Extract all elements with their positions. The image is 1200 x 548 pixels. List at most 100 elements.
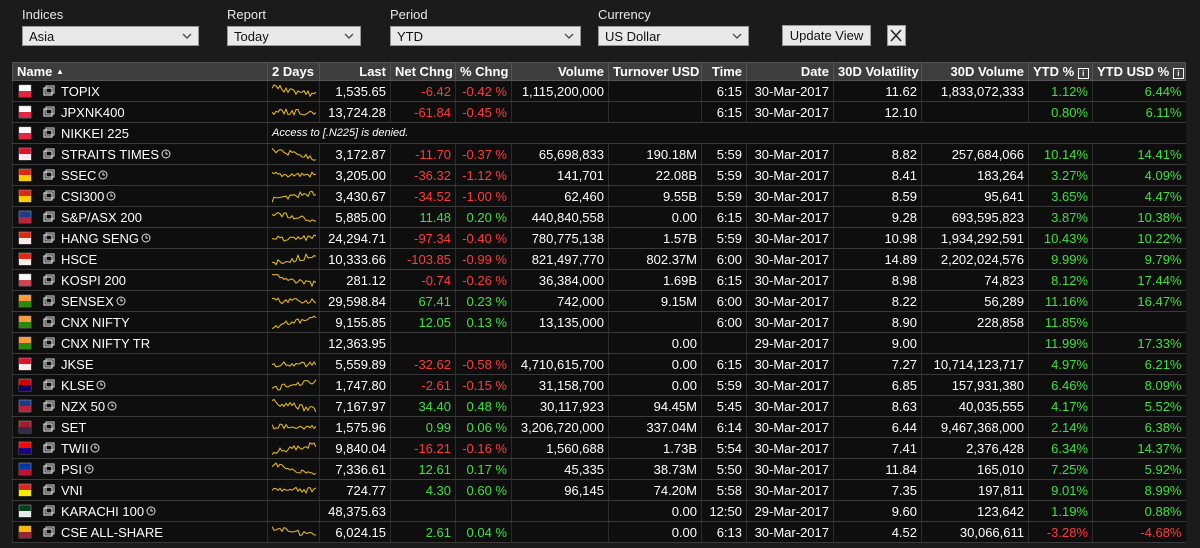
data-cell: 9.99% <box>1028 248 1093 270</box>
clock-hands <box>150 508 154 511</box>
window-icon <box>43 191 53 201</box>
table-row[interactable]: SET 1,575.96 0.99 0.06 % 3,206,720,000 337.04… <box>12 416 1186 438</box>
name-cell: JPXNK400 <box>12 101 268 123</box>
window-icon <box>43 296 53 306</box>
dropdown[interactable]: YTD <box>390 26 581 46</box>
column-header[interactable]: Net Chng <box>390 62 456 81</box>
table-row[interactable]: SENSEX 29,598.84 67.41 0.23 % 742,000 9.15M 6:… <box>12 290 1186 312</box>
column-header[interactable]: Last <box>319 62 391 81</box>
table-row[interactable]: S&P/ASX 200 5,885.00 11.48 0.20 % 440,840,55… <box>12 206 1186 228</box>
sparkline-cell <box>267 101 320 123</box>
index-name: JPXNK400 <box>61 104 125 120</box>
table-row[interactable]: CNX NIFTY 9,155.85 12.05 0.13 % 13,135,000 6:… <box>12 311 1186 333</box>
table-row[interactable]: SSEC 3,205.00 -36.32 -1.12 % 141,701 22.08B 5:… <box>12 164 1186 186</box>
data-cell: 1,934,292,591 <box>921 227 1029 249</box>
data-cell: 6:00 <box>701 290 747 312</box>
column-header[interactable]: YTD USD % i <box>1092 62 1186 81</box>
sparkline <box>271 171 317 178</box>
update-view-button[interactable]: Update View <box>782 25 871 46</box>
window-icon-back <box>45 484 55 492</box>
data-cell: 12:50 <box>701 500 747 522</box>
sparkline-cell <box>267 80 320 102</box>
close-button[interactable] <box>887 25 906 46</box>
column-header[interactable]: Turnover USD <box>608 62 702 81</box>
window-icon <box>43 107 53 117</box>
table-row[interactable]: HANG SENG 24,294.71 -97.34 -0.40 % 780,775,1… <box>12 227 1186 249</box>
table-body: TOPIX 1,535.65 -6.42 -0.42 % 1,115,200,000 6:… <box>12 80 1186 543</box>
table-row[interactable]: STRAITS TIMES 3,172.87 -11.70 -0.37 % 65,698… <box>12 143 1186 165</box>
data-cell: 6:15 <box>701 353 747 375</box>
data-cell: 48,375.63 <box>319 500 391 522</box>
index-name: TOPIX <box>61 83 100 99</box>
table-row[interactable]: PSI 7,336.61 12.61 0.17 % 45,335 38.73M 5:50 30… <box>12 458 1186 480</box>
data-cell <box>390 500 456 522</box>
window-icon-back <box>45 253 55 261</box>
flag-detail <box>19 321 31 328</box>
index-name: CSI300 <box>61 188 105 204</box>
flag-detail <box>19 111 31 118</box>
table-row[interactable]: CNX NIFTY TR 12,363.95 0.00 29-Mar-2017 9.00… <box>12 332 1186 354</box>
data-cell <box>455 332 512 354</box>
dropdown[interactable]: Today <box>227 26 361 46</box>
clock-hands <box>88 466 91 469</box>
table-row[interactable]: HSCE 10,333.66 -103.85 -0.99 % 821,497,770 80… <box>12 248 1186 270</box>
data-cell: 0.04 % <box>455 521 512 543</box>
data-cell: 7.35 <box>833 479 922 501</box>
data-cell: 821,497,770 <box>511 248 609 270</box>
table-row[interactable]: KARACHI 100 48,375.63 0.00 12:50 29-Mar-2017… <box>12 500 1186 522</box>
data-cell: 17.33% <box>1092 332 1186 354</box>
window-icon <box>43 338 53 348</box>
window-icon-back <box>45 379 55 387</box>
table-row[interactable]: TWII 9,840.04 -16.21 -0.16 % 1,560,688 1.73B 5… <box>12 437 1186 459</box>
column-header[interactable]: 30D Volatility <box>833 62 922 81</box>
column-header[interactable]: % Chng <box>455 62 512 81</box>
column-header[interactable]: 2 Days <box>267 62 320 81</box>
row-icons <box>18 525 55 538</box>
data-cell: 8.12% <box>1028 269 1093 291</box>
data-cell <box>921 101 1029 123</box>
data-cell: 281.12 <box>319 269 391 291</box>
column-header[interactable]: Time <box>701 62 747 81</box>
column-header[interactable]: Date <box>746 62 834 81</box>
control-label: Indices <box>22 7 64 22</box>
data-cell: 6:14 <box>701 416 747 438</box>
table-row[interactable]: CSI300 3,430.67 -34.52 -1.00 % 62,460 9.55B 5:… <box>12 185 1186 207</box>
data-cell: 0.00 <box>608 521 702 543</box>
data-cell: 197,811 <box>921 479 1029 501</box>
table-row[interactable]: NIKKEI 225 Access to [.N225] is denied. <box>12 122 1186 144</box>
row-icons <box>18 168 55 181</box>
data-cell: 30-Mar-2017 <box>746 80 834 102</box>
column-header[interactable]: Name ▲ <box>12 62 268 81</box>
info-icon: i <box>1172 68 1184 79</box>
delay-icon <box>106 191 116 200</box>
data-cell: 29,598.84 <box>319 290 391 312</box>
table-row[interactable]: VNI 724.77 4.30 0.60 % 96,145 74.20M 5:58 30-Ma… <box>12 479 1186 501</box>
dropdown[interactable]: Asia <box>22 26 199 46</box>
data-cell: 30-Mar-2017 <box>746 479 834 501</box>
column-header[interactable]: Volume <box>511 62 609 81</box>
data-cell: 1,747.80 <box>319 374 391 396</box>
sparkline-cell <box>267 374 320 396</box>
window-icon <box>43 233 53 243</box>
sparkline-cell <box>267 164 320 186</box>
table-row[interactable]: KLSE 1,747.80 -2.61 -0.15 % 31,158,700 0.00 5:… <box>12 374 1186 396</box>
data-cell: 22.08B <box>608 164 702 186</box>
flag-detail <box>19 153 31 160</box>
table-row[interactable]: TOPIX 1,535.65 -6.42 -0.42 % 1,115,200,000 6:… <box>12 80 1186 102</box>
table-row[interactable]: CSE ALL-SHARE 6,024.15 2.61 0.04 % 0.00 6:13 3… <box>12 521 1186 543</box>
window-icon-back <box>45 274 55 282</box>
window-icon-back <box>45 358 55 366</box>
row-icons <box>18 336 55 349</box>
column-header[interactable]: 30D Volume <box>921 62 1029 81</box>
table-row[interactable]: NZX 50 7,167.97 34.40 0.48 % 30,117,923 94.45… <box>12 395 1186 417</box>
table-row[interactable]: JKSE 5,559.89 -32.62 -0.58 % 4,710,615,700 0.… <box>12 353 1186 375</box>
sparkline <box>271 441 317 455</box>
flag-detail <box>19 237 31 244</box>
dropdown[interactable]: US Dollar <box>598 26 749 46</box>
sparkline-cell <box>267 143 320 165</box>
column-header[interactable]: YTD % i <box>1028 62 1093 81</box>
table-row[interactable]: KOSPI 200 281.12 -0.74 -0.26 % 36,384,000 1.6… <box>12 269 1186 291</box>
data-cell: 0.48 % <box>455 395 512 417</box>
table-row[interactable]: JPXNK400 13,724.28 -61.84 -0.45 % 6:15 30-Mar… <box>12 101 1186 123</box>
index-name: VNI <box>61 482 83 498</box>
